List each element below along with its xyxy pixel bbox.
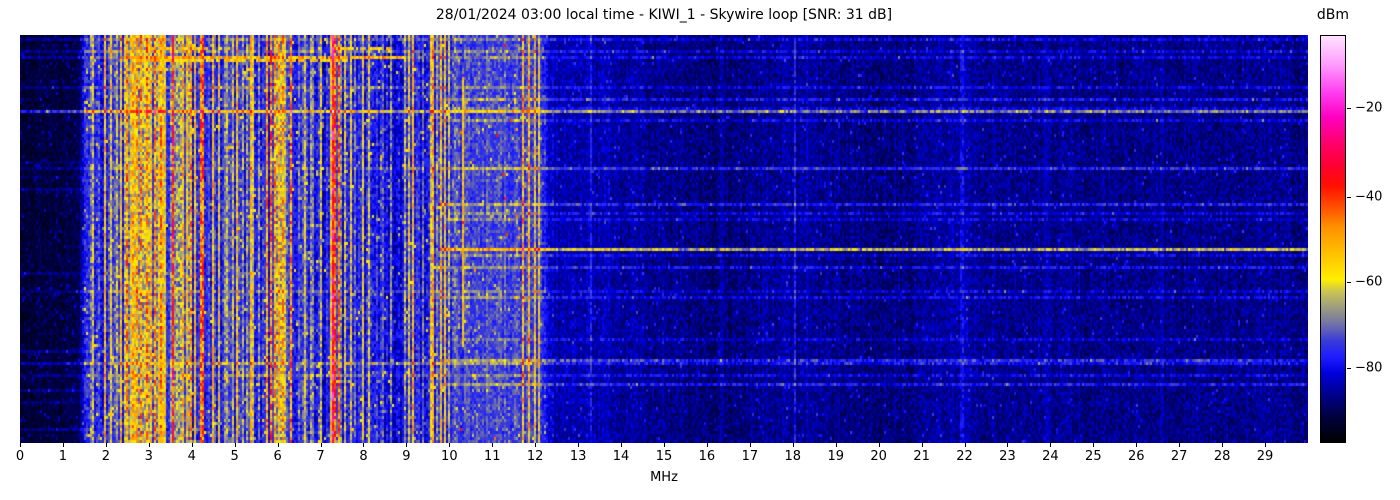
colorbar-tick-mark [1347, 367, 1351, 369]
x-tick-label: 13 [569, 449, 587, 464]
x-tick-mark [964, 443, 966, 447]
x-tick-mark [62, 443, 64, 447]
colorbar-tick-mark [1347, 196, 1351, 198]
x-tick-label: 29 [1256, 449, 1274, 464]
x-tick-mark [406, 443, 408, 447]
x-tick-mark [835, 443, 837, 447]
x-tick-mark [1093, 443, 1095, 447]
x-tick-label: 20 [870, 449, 887, 464]
colorbar-tick-mark [1347, 281, 1351, 283]
x-tick-label: 5 [230, 449, 239, 464]
x-tick-mark [921, 443, 923, 447]
x-tick-label: 7 [316, 449, 325, 464]
x-tick-mark [535, 443, 537, 447]
x-tick-label: 24 [1042, 449, 1059, 464]
x-tick-label: 15 [655, 449, 673, 464]
x-tick-label: 3 [144, 449, 153, 464]
x-tick-mark [20, 443, 21, 447]
x-tick-label: 1 [58, 449, 68, 464]
x-tick-mark [105, 443, 107, 447]
x-tick-mark [492, 443, 494, 447]
x-tick-label: 2 [101, 449, 110, 464]
x-tick-mark [191, 443, 193, 447]
x-tick-label: 28 [1213, 449, 1231, 464]
x-tick-label: 18 [784, 449, 802, 464]
x-tick-mark [706, 443, 708, 447]
x-tick-mark [578, 443, 580, 447]
x-tick-label: 10 [441, 449, 458, 464]
x-tick-label: 11 [483, 449, 501, 464]
x-tick-mark [792, 443, 794, 447]
x-tick-label: 22 [956, 449, 973, 464]
x-tick-label: 9 [402, 449, 411, 464]
x-tick-label: 27 [1170, 449, 1188, 464]
x-tick-label: 0 [15, 449, 25, 464]
plot-title: 28/01/2024 03:00 local time - KIWI_1 - S… [435, 7, 893, 23]
x-tick-label: 19 [827, 449, 844, 464]
x-tick-label: 8 [359, 449, 368, 464]
x-tick-label: 26 [1127, 449, 1145, 464]
x-tick-mark [1136, 443, 1138, 447]
x-tick-label: 4 [187, 449, 196, 464]
x-tick-label: 17 [741, 449, 759, 464]
x-tick-label: 21 [913, 449, 930, 464]
x-tick-label: 6 [273, 449, 282, 464]
x-tick-label: 23 [999, 449, 1016, 464]
x-tick-mark [1265, 443, 1267, 447]
colorbar-tick-label: −20 [1355, 100, 1383, 116]
colorbar-gradient [1320, 35, 1346, 443]
x-tick-mark [277, 443, 279, 447]
x-tick-mark [878, 443, 880, 447]
colorbar-unit-label: dBm [1316, 7, 1350, 23]
x-tick-label: 16 [698, 449, 716, 464]
x-tick-label: 12 [526, 449, 544, 464]
x-tick-mark [621, 443, 623, 447]
x-tick-mark [749, 443, 751, 447]
x-tick-mark [1179, 443, 1181, 447]
x-tick-mark [1007, 443, 1009, 447]
x-tick-mark [320, 443, 322, 447]
x-tick-mark [664, 443, 665, 447]
x-tick-mark [449, 443, 451, 447]
colorbar-tick-label: −40 [1355, 189, 1383, 205]
colorbar-tick-label: −60 [1355, 274, 1383, 290]
x-axis-unit-label: MHz [650, 470, 678, 485]
x-tick-label: 14 [612, 449, 630, 464]
colorbar-tick-mark [1347, 108, 1351, 110]
x-tick-mark [1050, 443, 1052, 447]
x-tick-mark [234, 443, 236, 447]
x-tick-mark [148, 443, 150, 447]
colorbar-tick-label: −80 [1355, 360, 1383, 376]
spectrogram-heatmap [20, 35, 1308, 443]
x-tick-label: 25 [1085, 449, 1102, 464]
x-tick-mark [363, 443, 365, 447]
x-tick-mark [1222, 443, 1224, 447]
